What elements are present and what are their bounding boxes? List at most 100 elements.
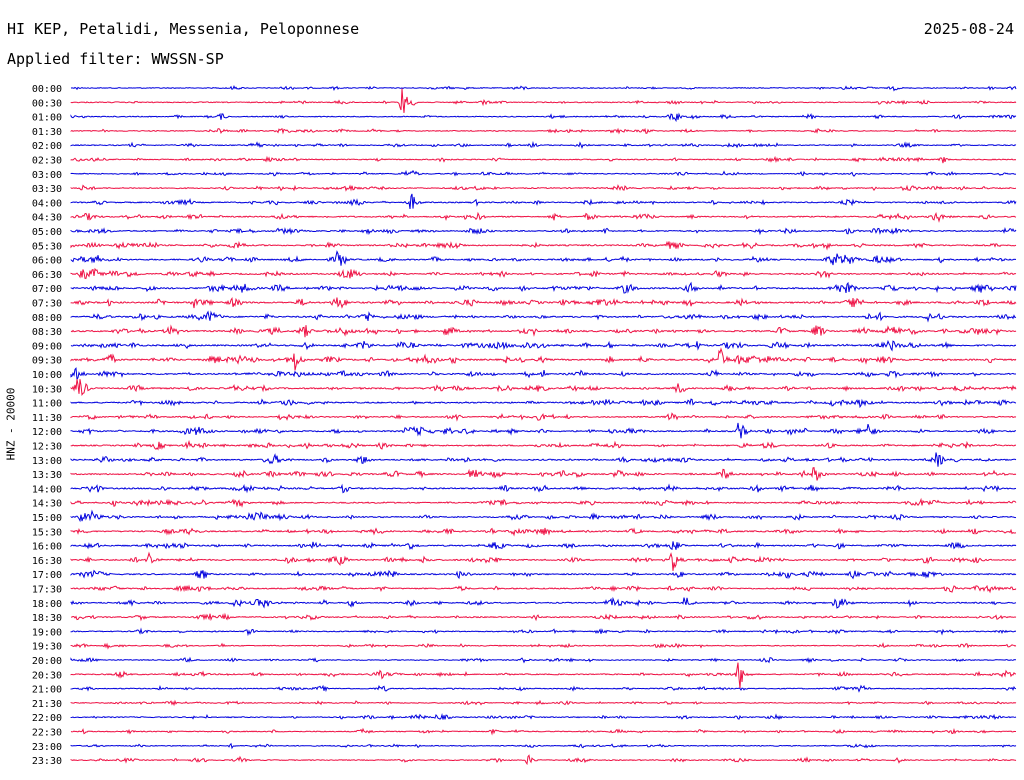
row-time-label: 05:00 xyxy=(32,227,62,238)
trace-row-0600 xyxy=(70,250,1017,266)
trace-row-2100 xyxy=(70,684,1017,693)
trace-row-1900 xyxy=(70,627,1017,637)
trace-row-1730 xyxy=(70,584,1017,594)
row-time-label: 19:00 xyxy=(32,627,62,638)
row-time-label: 19:30 xyxy=(32,642,62,653)
row-time-label: 01:30 xyxy=(32,127,62,138)
row-time-label: 16:00 xyxy=(32,542,62,553)
row-time-label: 11:30 xyxy=(32,413,62,424)
row-time-label: 21:00 xyxy=(32,685,62,696)
row-time-label: 15:30 xyxy=(32,527,62,538)
trace-row-1230 xyxy=(70,439,1017,451)
trace-row-1400 xyxy=(70,483,1017,494)
row-time-label: 22:00 xyxy=(32,713,62,724)
row-time-label: 05:30 xyxy=(32,241,62,252)
row-time-label: 12:30 xyxy=(32,442,62,453)
trace-row-1200 xyxy=(70,422,1016,439)
date-label: 2025-08-24 xyxy=(923,20,1014,38)
row-time-label: 20:00 xyxy=(32,656,62,667)
trace-row-2000 xyxy=(70,656,1017,664)
trace-row-0300 xyxy=(70,169,1017,177)
trace-row-1630 xyxy=(70,551,1017,571)
trace-row-0830 xyxy=(70,324,1017,338)
row-time-label: 13:00 xyxy=(32,456,62,467)
trace-row-0930 xyxy=(70,347,1017,371)
trace-row-0230 xyxy=(70,155,1017,164)
trace-row-0200 xyxy=(70,140,1017,150)
trace-row-0100 xyxy=(70,112,1017,123)
filter-label: Applied filter: WWSSN-SP xyxy=(7,50,224,68)
trace-row-1500 xyxy=(70,509,1017,523)
row-time-label: 18:30 xyxy=(32,613,62,624)
row-time-label: 14:00 xyxy=(32,484,62,495)
trace-row-1030 xyxy=(70,379,1017,397)
trace-row-2330 xyxy=(70,754,1017,766)
row-time-label: 16:30 xyxy=(32,556,62,567)
trace-row-1930 xyxy=(70,642,1017,650)
trace-row-1530 xyxy=(70,527,1017,537)
trace-row-1830 xyxy=(70,612,1017,622)
trace-row-0000 xyxy=(70,85,1017,92)
row-time-label: 11:00 xyxy=(32,399,62,410)
row-time-label: 17:00 xyxy=(32,570,62,581)
trace-row-0500 xyxy=(70,227,1017,236)
row-time-label: 12:00 xyxy=(32,427,62,438)
row-time-label: 21:30 xyxy=(32,699,62,710)
trace-row-1130 xyxy=(70,412,1017,422)
trace-row-2300 xyxy=(70,742,1017,750)
trace-row-0430 xyxy=(70,211,1017,223)
row-time-label: 08:30 xyxy=(32,327,62,338)
row-time-label: 02:30 xyxy=(32,156,62,167)
row-time-label: 04:30 xyxy=(32,213,62,224)
trace-row-1700 xyxy=(70,569,1017,580)
trace-row-0530 xyxy=(70,240,1017,251)
row-time-label: 00:00 xyxy=(32,84,62,95)
trace-row-0400 xyxy=(70,193,1017,209)
row-time-label: 04:00 xyxy=(32,198,62,209)
row-time-label: 01:00 xyxy=(32,113,62,124)
trace-row-1330 xyxy=(70,466,1017,481)
row-time-label: 06:30 xyxy=(32,270,62,281)
trace-row-1300 xyxy=(70,452,1017,467)
trace-row-0330 xyxy=(70,184,1017,192)
trace-row-2030 xyxy=(70,662,1016,689)
row-time-label: 23:30 xyxy=(32,756,62,767)
row-time-label: 15:00 xyxy=(32,513,62,524)
trace-row-1600 xyxy=(70,541,1017,551)
row-time-label: 07:00 xyxy=(32,284,62,295)
trace-row-1000 xyxy=(70,367,1016,381)
trace-row-0700 xyxy=(70,281,1017,294)
row-time-label: 13:30 xyxy=(32,470,62,481)
row-time-label: 09:30 xyxy=(32,356,62,367)
row-time-label: 14:30 xyxy=(32,499,62,510)
row-time-label: 09:00 xyxy=(32,341,62,352)
trace-row-2200 xyxy=(70,713,1017,721)
row-time-label: 18:00 xyxy=(32,599,62,610)
row-time-label: 03:00 xyxy=(32,170,62,181)
row-time-label: 03:30 xyxy=(32,184,62,195)
row-time-label: 00:30 xyxy=(32,98,62,109)
row-time-label: 17:30 xyxy=(32,585,62,596)
trace-row-1800 xyxy=(70,596,1017,609)
trace-row-1100 xyxy=(70,398,1017,409)
trace-row-0130 xyxy=(70,127,1017,135)
trace-row-0900 xyxy=(70,339,1017,352)
trace-row-0730 xyxy=(70,296,1017,309)
row-time-label: 02:00 xyxy=(32,141,62,152)
row-time-label: 08:00 xyxy=(32,313,62,324)
trace-row-2130 xyxy=(70,699,1017,707)
trace-row-1430 xyxy=(70,497,1017,508)
row-time-label: 10:00 xyxy=(32,370,62,381)
row-time-label: 07:30 xyxy=(32,299,62,310)
row-time-label: 20:30 xyxy=(32,670,62,681)
row-time-label: 22:30 xyxy=(32,728,62,739)
trace-row-0030 xyxy=(70,88,1017,113)
trace-row-0630 xyxy=(70,267,1017,279)
trace-row-2230 xyxy=(70,727,1016,736)
row-time-label: 23:00 xyxy=(32,742,62,753)
row-time-label: 06:00 xyxy=(32,256,62,267)
row-time-label: 10:30 xyxy=(32,384,62,395)
station-title: HI KEP, Petalidi, Messenia, Peloponnese xyxy=(7,20,360,38)
trace-row-0800 xyxy=(70,310,1017,323)
